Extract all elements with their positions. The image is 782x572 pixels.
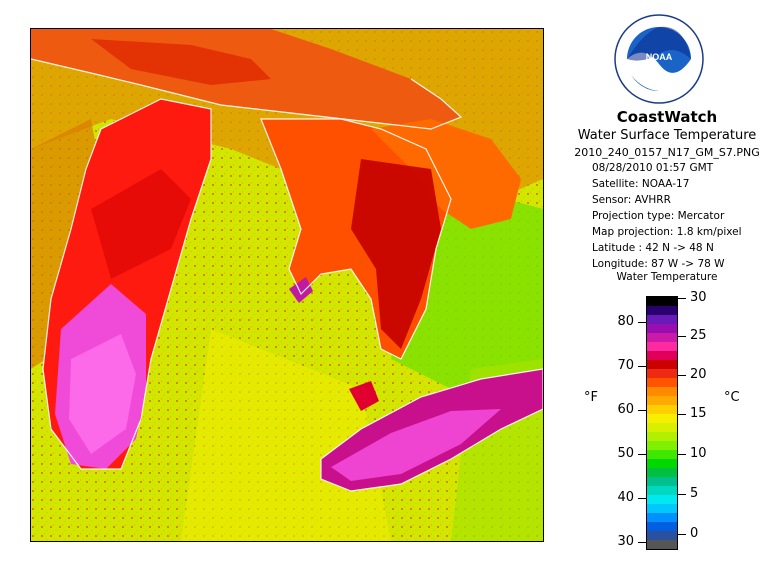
meta-sensor: Sensor: AVHRR <box>592 194 671 206</box>
c-tick-label: 20 <box>690 367 707 382</box>
meta-map-projection: Map projection: 1.8 km/pixel <box>592 226 742 238</box>
f-tick-label: 50 <box>617 446 634 461</box>
color-scale-segment <box>647 450 677 459</box>
georgian-bay <box>371 119 521 229</box>
f-tick-label: 40 <box>617 490 634 505</box>
c-tick-mark <box>678 375 686 376</box>
color-scale-segment <box>647 423 677 432</box>
color-scale-segment <box>647 477 677 486</box>
color-scale-segment <box>647 486 677 495</box>
c-tick-mark <box>678 494 686 495</box>
c-tick-label: 5 <box>690 486 699 501</box>
app-title: CoastWatch <box>616 108 718 126</box>
c-tick-label: 30 <box>690 290 707 305</box>
c-tick-mark <box>678 298 686 299</box>
c-tick-mark <box>678 534 686 535</box>
land-ohio-yellow <box>181 329 391 541</box>
color-scale-segment <box>647 414 677 423</box>
lake-st-clair <box>349 381 379 411</box>
color-scale-segment <box>647 387 677 396</box>
color-scale-segment <box>647 405 677 414</box>
f-tick-label: 80 <box>617 314 634 329</box>
f-tick-mark <box>638 454 646 455</box>
color-scale-segment <box>647 315 677 324</box>
f-tick-mark <box>638 542 646 543</box>
legend-title: Water Temperature <box>616 271 718 283</box>
unit-fahrenheit: °F <box>584 390 598 405</box>
color-scale-segment <box>647 324 677 333</box>
file-name: 2010_240_0157_N17_GM_S7.PNG <box>574 146 760 159</box>
f-tick-label: 70 <box>617 358 634 373</box>
color-scale-segment <box>647 432 677 441</box>
color-scale-segment <box>647 378 677 387</box>
color-scale-segment <box>647 360 677 369</box>
c-tick-label: 15 <box>690 406 707 421</box>
color-scale-segment <box>647 306 677 315</box>
c-tick-mark <box>678 454 686 455</box>
c-tick-mark <box>678 414 686 415</box>
f-tick-label: 30 <box>617 534 634 549</box>
meta-longitude: Longitude: 87 W -> 78 W <box>592 258 725 270</box>
meta-projection-type: Projection type: Mercator <box>592 210 725 222</box>
color-scale-segment <box>647 504 677 513</box>
meta-latitude: Latitude : 42 N -> 48 N <box>592 242 714 254</box>
color-scale-segment <box>647 396 677 405</box>
color-scale-segment <box>647 495 677 504</box>
f-tick-mark <box>638 322 646 323</box>
c-tick-label: 25 <box>690 328 707 343</box>
color-scale-segment <box>647 513 677 522</box>
color-scale-segment <box>647 351 677 360</box>
color-scale-segment <box>647 297 677 306</box>
c-tick-mark <box>678 336 686 337</box>
f-tick-label: 60 <box>617 402 634 417</box>
meta-date: 08/28/2010 01:57 GMT <box>592 162 714 174</box>
saginaw-bay <box>289 277 313 303</box>
color-scale-bar <box>646 296 678 550</box>
color-scale-segment <box>647 531 677 540</box>
noaa-logo: NOAA <box>614 14 704 104</box>
logo-text: NOAA <box>646 52 673 62</box>
unit-celsius: °C <box>724 390 740 405</box>
color-scale-segment <box>647 540 677 549</box>
f-tick-mark <box>638 410 646 411</box>
color-scale-segment <box>647 441 677 450</box>
meta-satellite: Satellite: NOAA-17 <box>592 178 690 190</box>
c-tick-label: 10 <box>690 446 707 461</box>
c-tick-label: 0 <box>690 526 699 541</box>
f-tick-mark <box>638 498 646 499</box>
f-tick-mark <box>638 366 646 367</box>
sst-map <box>30 28 544 542</box>
color-scale-segment <box>647 459 677 468</box>
color-scale-segment <box>647 369 677 378</box>
color-scale-segment <box>647 333 677 342</box>
color-scale-segment <box>647 522 677 531</box>
color-scale-segment <box>647 468 677 477</box>
map-svg <box>31 29 543 541</box>
color-scale-segment <box>647 342 677 351</box>
product-subtitle: Water Surface Temperature <box>577 128 757 143</box>
